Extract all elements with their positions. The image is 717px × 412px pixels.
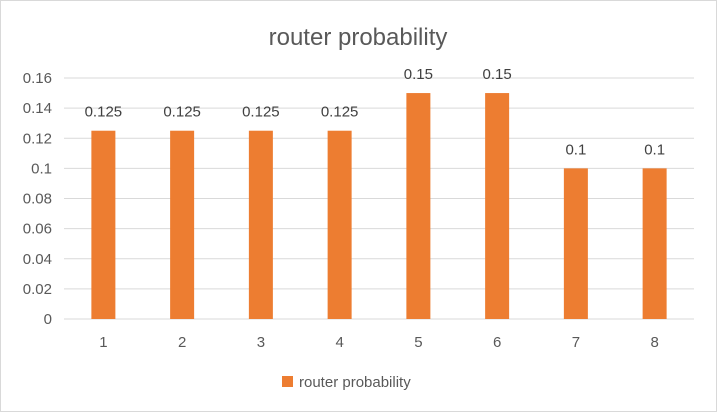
bar — [406, 93, 431, 319]
data-labels: 0.125 0.125 0.125 0.125 0.15 0.15 0.1 0.1 — [85, 66, 665, 158]
y-tick-label: 0.08 — [23, 191, 52, 208]
x-tick-label: 5 — [414, 334, 422, 351]
bar — [248, 130, 273, 319]
x-axis-ticks: 1 2 3 4 5 6 7 8 — [99, 334, 659, 351]
bar — [327, 130, 352, 319]
y-tick-label: 0.12 — [23, 130, 52, 147]
legend-label: router probability — [299, 374, 411, 391]
y-tick-label: 0 — [44, 311, 52, 328]
x-tick-label: 2 — [178, 334, 186, 351]
bar — [485, 93, 510, 319]
y-tick-label: 0.1 — [31, 160, 52, 177]
bar — [642, 168, 667, 319]
y-tick-label: 0.16 — [23, 70, 52, 87]
gridlines — [64, 77, 694, 320]
data-label: 0.15 — [404, 66, 433, 83]
y-tick-label: 0.14 — [23, 100, 52, 117]
data-label: 0.1 — [644, 141, 665, 158]
x-tick-label: 6 — [493, 334, 501, 351]
x-tick-label: 1 — [99, 334, 107, 351]
x-tick-label: 7 — [572, 334, 580, 351]
legend: router probability — [282, 374, 411, 391]
bar — [563, 168, 588, 319]
data-label: 0.125 — [242, 104, 280, 121]
y-tick-label: 0.06 — [23, 221, 52, 238]
x-tick-label: 8 — [650, 334, 658, 351]
bar — [91, 130, 116, 319]
y-tick-label: 0.02 — [23, 281, 52, 298]
y-tick-label: 0.04 — [23, 251, 52, 268]
legend-swatch — [282, 376, 293, 387]
data-label: 0.125 — [163, 104, 201, 121]
x-tick-label: 3 — [257, 334, 265, 351]
bar — [170, 130, 195, 319]
data-label: 0.125 — [321, 104, 359, 121]
data-label: 0.1 — [565, 141, 586, 158]
bars — [91, 93, 667, 319]
chart-title: router probability — [269, 24, 448, 51]
data-label: 0.15 — [483, 66, 512, 83]
x-tick-label: 4 — [335, 334, 343, 351]
y-axis-ticks: 0 0.02 0.04 0.06 0.08 0.1 0.12 0.14 0.16 — [23, 70, 52, 328]
data-label: 0.125 — [85, 104, 123, 121]
